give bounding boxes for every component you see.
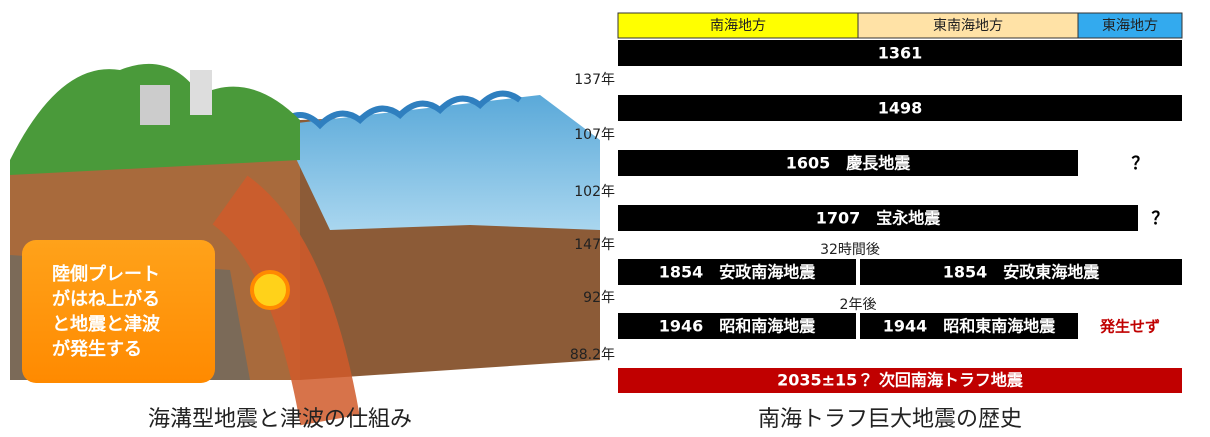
caption: 南海トラフ巨大地震の歴史 <box>758 407 1022 432</box>
event-bar <box>618 313 856 339</box>
event-bar <box>860 313 1078 339</box>
callout-box <box>22 240 215 383</box>
sea <box>280 95 600 230</box>
interval: 137年 <box>574 72 615 88</box>
event-label: 1707 宝永地震 <box>816 209 942 228</box>
interval: 102年 <box>574 184 615 200</box>
no-event: 発生せず <box>1099 318 1160 336</box>
event-bar <box>618 259 856 285</box>
event-label: 1854 安政東海地震 <box>943 263 1101 282</box>
region-label: 東海地方 <box>1102 18 1158 34</box>
callout-line: がはね上がる <box>52 288 160 310</box>
interval: 147年 <box>574 237 615 253</box>
unknown-mark: ？ <box>1152 209 1169 229</box>
caption: 海溝型地震と津波の仕組み <box>148 407 412 432</box>
callout-line: と地震と津波 <box>52 313 161 335</box>
event-bar <box>618 40 1182 66</box>
region-label: 南海地方 <box>710 18 766 34</box>
event-label: 1605 慶長地震 <box>786 154 912 173</box>
event-bar <box>618 150 1078 176</box>
plate <box>211 175 360 426</box>
hypocenter <box>250 270 290 310</box>
waves <box>277 90 522 130</box>
event-bar <box>860 259 1182 285</box>
building <box>190 70 212 115</box>
event-bar <box>618 205 1138 231</box>
callout-line: 陸側プレート <box>52 263 160 285</box>
note: 2年後 <box>840 297 877 313</box>
illustration: 陸側プレート がはね上がる と地震と津波 が発生する 海溝型地震と津波の仕組み <box>10 63 600 432</box>
unknown-mark: ？ <box>1132 154 1149 174</box>
note: 32時間後 <box>820 242 880 258</box>
event-bar <box>618 95 1182 121</box>
region-label: 東南海地方 <box>933 18 1003 34</box>
event-label: 1854 安政南海地震 <box>659 263 817 282</box>
building <box>140 85 170 125</box>
forecast-label: 2035±15？ 次回南海トラフ地震 <box>777 371 1024 390</box>
callout-line: が発生する <box>52 338 142 360</box>
timeline: 南海地方 東南海地方 東海地方 1361 137年 1498 107年 1605… <box>570 12 1183 432</box>
event-label: 1946 昭和南海地震 <box>659 317 817 336</box>
forecast-bar <box>618 368 1182 393</box>
interval: 88.2年 <box>570 347 615 363</box>
event-label: 1361 <box>878 44 923 63</box>
event-label: 1498 <box>878 99 923 118</box>
interval: 92年 <box>583 290 615 306</box>
region-header <box>1077 12 1183 39</box>
event-label: 1944 昭和東南海地震 <box>883 317 1057 336</box>
interval: 107年 <box>574 127 615 143</box>
